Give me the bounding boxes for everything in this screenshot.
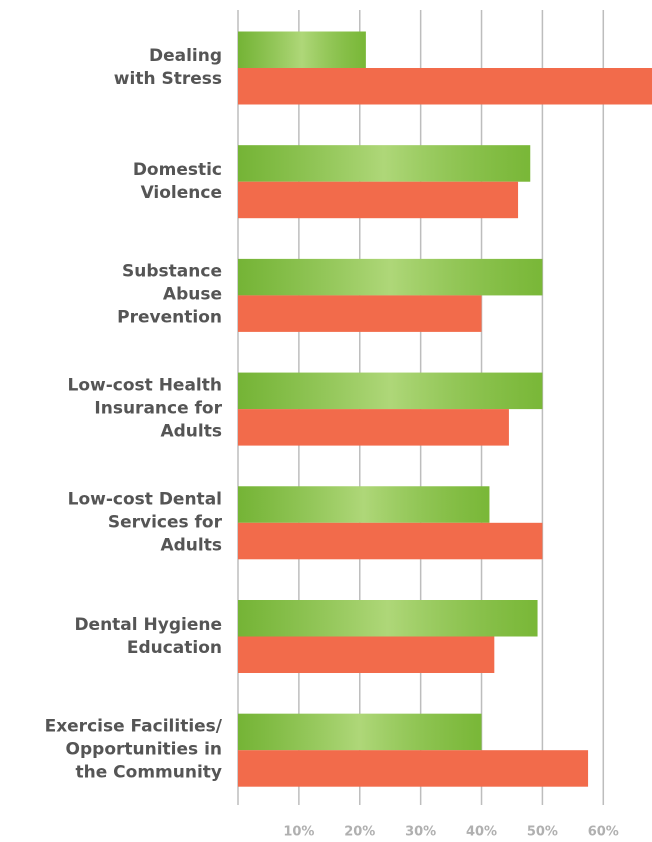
category-label: Domestic Violence <box>132 159 222 203</box>
category-label: Dealing with Stress <box>113 46 222 89</box>
bar-sheen <box>238 145 531 182</box>
bar-sheen <box>238 486 490 523</box>
category-label: Substance Abuse Prevention <box>117 261 222 328</box>
bar <box>238 68 652 105</box>
bar-sheen <box>238 31 366 68</box>
x-tick-label: 20% <box>344 825 375 840</box>
bar-sheen <box>238 372 543 410</box>
bar <box>238 409 509 446</box>
category-label: Dental Hygiene Education <box>74 614 222 658</box>
bar <box>238 181 519 219</box>
bar <box>238 295 482 332</box>
bar-sheen <box>238 258 543 296</box>
x-tick-label: 40% <box>466 825 497 840</box>
bar <box>238 636 495 673</box>
category-label: Low-cost Health Insurance for Adults <box>67 375 222 442</box>
category-label: Low-cost Dental Services for Adults <box>67 489 222 556</box>
category-label: Exercise Facilities/ Opportunities in th… <box>44 716 222 783</box>
x-tick-label: 60% <box>588 825 619 840</box>
bar-sheen <box>238 713 482 751</box>
x-tick-label: 50% <box>527 825 558 840</box>
x-tick-label: 10% <box>283 825 314 840</box>
bar <box>238 750 589 787</box>
bar-sheen <box>238 600 538 637</box>
x-tick-label: 30% <box>405 825 436 840</box>
bar <box>238 522 543 560</box>
